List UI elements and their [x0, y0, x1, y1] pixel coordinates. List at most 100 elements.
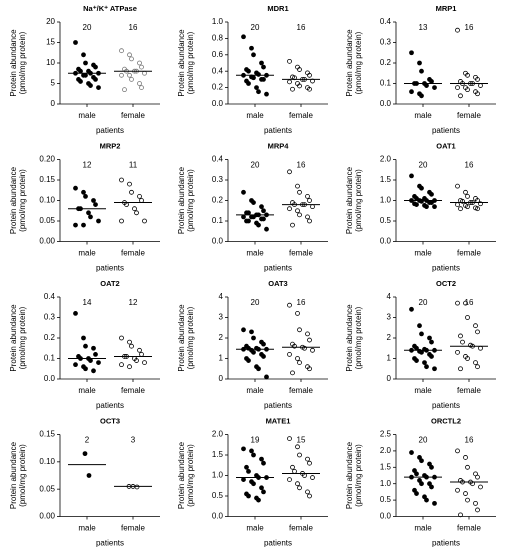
- data-point: [465, 72, 470, 78]
- data-point: [261, 77, 266, 82]
- data-point: [414, 202, 419, 208]
- data-point: [475, 206, 480, 212]
- y-axis-label: (pmol/mg protein): [354, 169, 363, 232]
- data-point: [432, 500, 437, 506]
- n-label: 16: [465, 436, 474, 445]
- data-point: [419, 481, 424, 487]
- y-tick-label: 0.05: [39, 216, 55, 225]
- data-point: [419, 458, 424, 464]
- y-axis-label: (pmol/mg protein): [18, 444, 27, 507]
- y-tick-label: 1.0: [380, 479, 392, 488]
- y-tick-label: 2: [387, 333, 392, 342]
- x-tick-label: female: [289, 249, 314, 258]
- data-point: [241, 446, 246, 452]
- data-point: [460, 339, 465, 345]
- data-point: [292, 468, 297, 474]
- y-tick-label: 0.3: [380, 38, 392, 47]
- data-point: [122, 87, 127, 93]
- data-point: [241, 327, 246, 333]
- y-axis-label: (pmol/mg protein): [18, 306, 27, 369]
- data-point: [137, 60, 142, 66]
- data-point: [427, 335, 432, 341]
- data-point: [96, 360, 101, 366]
- y-axis-label: (pmol/mg protein): [18, 169, 27, 232]
- data-point: [465, 87, 470, 93]
- panel-title: OAT3: [268, 279, 287, 288]
- data-point: [307, 493, 312, 499]
- data-point: [127, 181, 132, 187]
- x-tick-label: female: [289, 111, 314, 120]
- data-point: [419, 198, 424, 204]
- data-point: [251, 452, 256, 458]
- y-tick-label: 0.5: [380, 216, 392, 225]
- data-point: [307, 218, 312, 224]
- data-point: [297, 83, 302, 89]
- y-tick-label: 0.10: [39, 196, 55, 205]
- y-tick-label: 0.1: [44, 354, 56, 363]
- data-point: [81, 335, 86, 341]
- data-point: [83, 343, 88, 349]
- x-tick-label: female: [121, 111, 146, 120]
- data-point: [119, 218, 124, 224]
- data-point: [310, 475, 315, 480]
- x-tick-label: male: [78, 386, 96, 395]
- data-point: [419, 93, 424, 99]
- data-point: [256, 497, 261, 503]
- data-point: [424, 204, 429, 210]
- y-axis-label: (pmol/mg protein): [186, 306, 195, 369]
- y-tick-label: 0.4: [212, 66, 224, 75]
- y-tick-label: 4: [387, 292, 392, 301]
- data-point: [91, 368, 96, 374]
- data-point: [290, 464, 295, 470]
- n-label: 15: [297, 436, 306, 445]
- data-point: [246, 81, 251, 86]
- y-tick-label: 15: [46, 38, 55, 47]
- x-tick-label: female: [121, 524, 146, 533]
- data-point: [455, 27, 460, 33]
- y-tick-label: 0.15: [39, 430, 55, 439]
- x-axis-label: patients: [264, 264, 292, 273]
- x-tick-label: female: [457, 524, 482, 533]
- data-point: [134, 210, 139, 216]
- data-point: [137, 347, 142, 353]
- data-point: [475, 474, 480, 480]
- data-point: [264, 374, 269, 380]
- y-tick-label: 1: [387, 354, 392, 363]
- data-point: [83, 60, 88, 66]
- data-point: [297, 67, 302, 72]
- data-point: [458, 93, 463, 99]
- data-point: [246, 210, 251, 216]
- data-point: [241, 214, 246, 220]
- y-tick-label: 1.5: [380, 462, 392, 471]
- data-point: [409, 50, 414, 56]
- data-point: [478, 345, 483, 351]
- y-axis-label: Protein abundance: [345, 29, 354, 97]
- n-label: 12: [129, 298, 138, 307]
- data-point: [139, 64, 144, 70]
- data-point: [246, 358, 251, 363]
- data-point: [295, 481, 300, 487]
- x-tick-label: male: [414, 386, 432, 395]
- data-point: [419, 331, 424, 337]
- data-point: [83, 366, 88, 372]
- data-point: [429, 339, 434, 345]
- y-axis-label: Protein abundance: [345, 304, 354, 372]
- data-point: [259, 60, 264, 66]
- x-tick-label: female: [457, 386, 482, 395]
- y-axis-label: (pmol/mg protein): [354, 31, 363, 94]
- data-point: [417, 323, 422, 329]
- data-point: [409, 450, 414, 455]
- data-point: [307, 198, 312, 203]
- y-tick-label: 0.0: [380, 512, 392, 521]
- data-point: [142, 70, 147, 76]
- y-axis-label: (pmol/mg protein): [354, 444, 363, 507]
- y-tick-label: 0.2: [44, 333, 56, 342]
- data-point: [478, 201, 483, 207]
- x-tick-label: male: [78, 249, 96, 258]
- x-tick-label: male: [78, 524, 96, 533]
- y-axis-label: Protein abundance: [345, 166, 354, 234]
- x-axis-label: patients: [432, 264, 460, 273]
- data-point: [259, 204, 264, 210]
- data-point: [93, 77, 98, 82]
- data-point: [127, 339, 132, 345]
